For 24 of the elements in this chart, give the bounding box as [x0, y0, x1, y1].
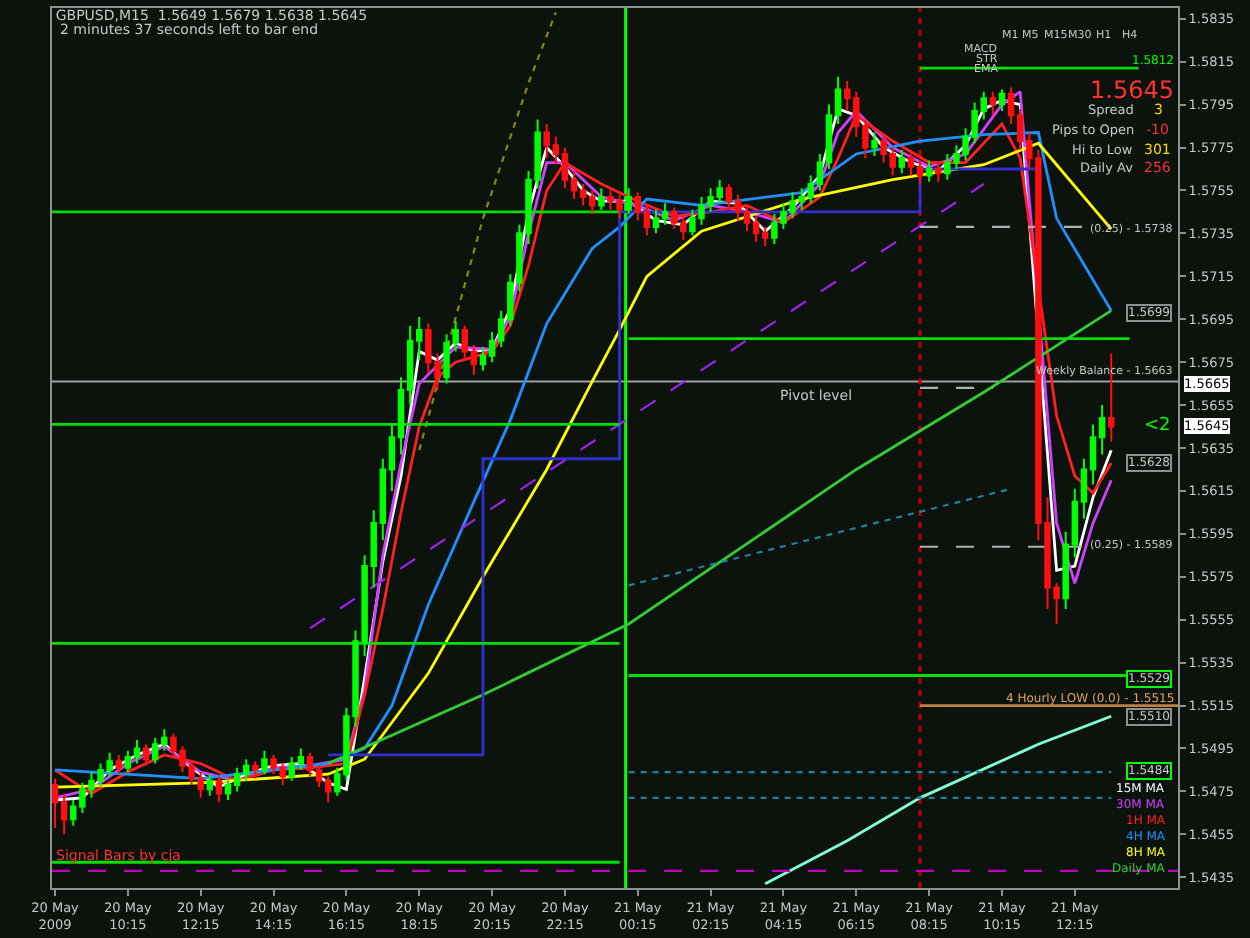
candlestick: [907, 152, 915, 177]
candlestick: [661, 202, 669, 226]
candlestick: [916, 159, 924, 185]
candlestick: [206, 773, 214, 797]
candlestick: [261, 749, 268, 776]
annotation: 1.5645: [1090, 76, 1174, 104]
candlestick: [898, 148, 906, 175]
candlestick: [998, 88, 1006, 113]
candlestick: [142, 743, 150, 767]
candlestick: [52, 777, 59, 829]
candlestick: [115, 753, 122, 776]
candlestick: [871, 131, 878, 158]
candlestick: [215, 775, 223, 804]
annotation: <2: [1144, 416, 1171, 436]
candlestick: [652, 208, 660, 235]
candlestick: [935, 161, 942, 183]
line-series: [763, 714, 1113, 886]
candlestick: [598, 187, 605, 211]
line-series: [418, 11, 557, 452]
candlestick: [233, 766, 241, 793]
candlestick: [133, 738, 141, 765]
candlestick: [252, 760, 259, 780]
candlestick: [925, 159, 933, 183]
candlestick: [989, 90, 997, 117]
